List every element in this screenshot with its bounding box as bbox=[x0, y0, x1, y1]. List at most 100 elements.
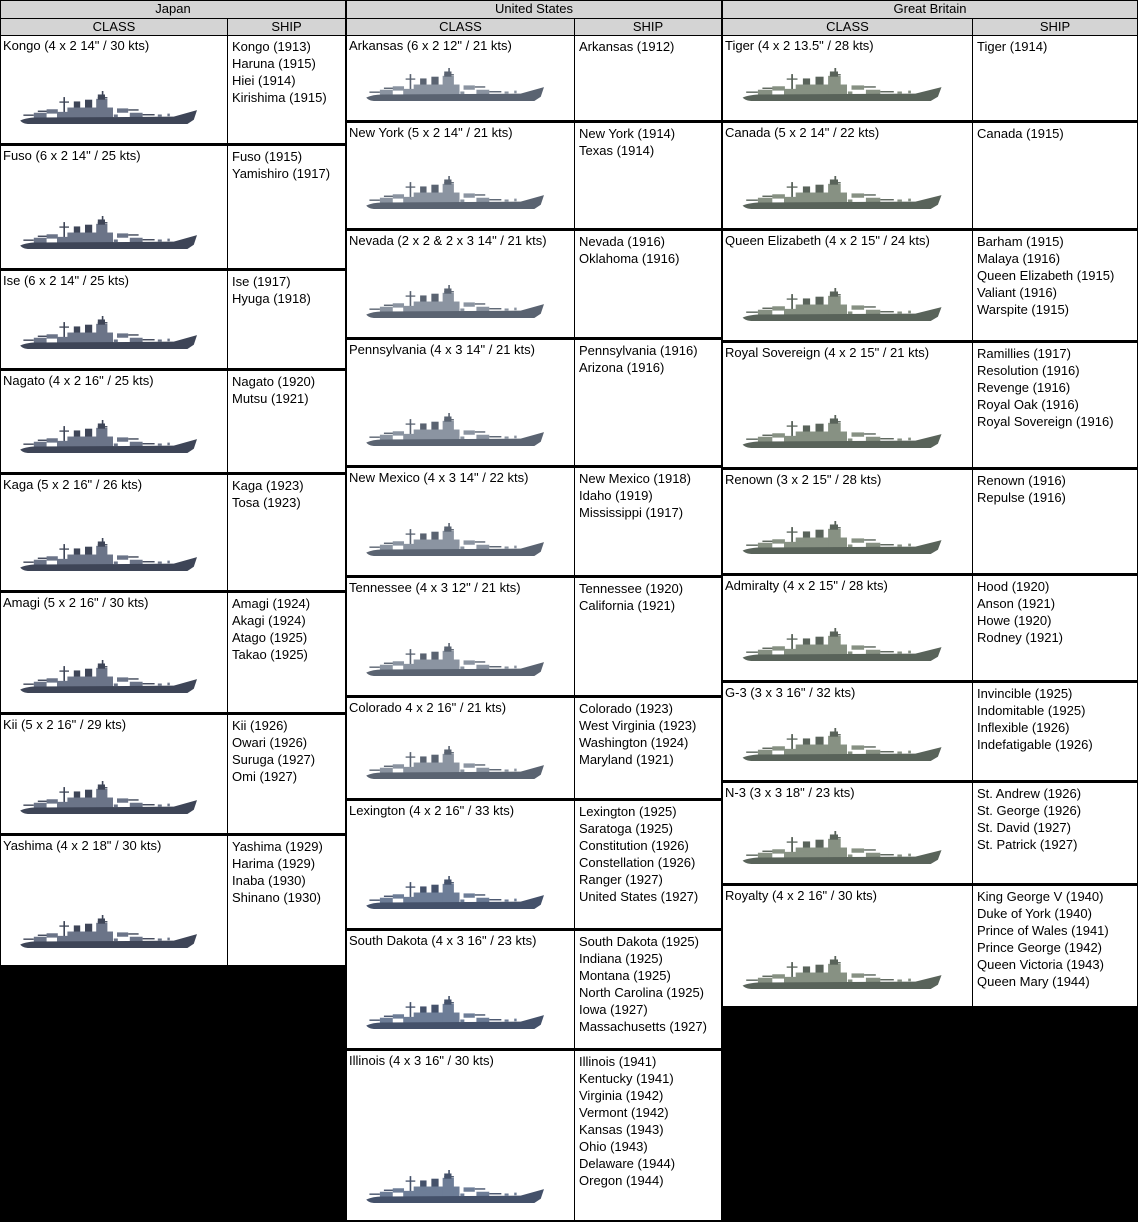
ship-silhouette bbox=[17, 420, 201, 460]
class-row: Tennessee (4 x 3 12" / 21 kts) Tennessee … bbox=[347, 578, 721, 698]
class-cell: Kaga (5 x 2 16" / 26 kts) bbox=[1, 475, 228, 590]
ship-list: Tennessee (1920) California (1921) bbox=[579, 581, 684, 613]
class-cell: Tiger (4 x 2 13.5" / 28 kts) bbox=[723, 36, 973, 120]
class-cell: Tennessee (4 x 3 12" / 21 kts) bbox=[347, 578, 575, 695]
class-cell: Fuso (6 x 2 14" / 25 kts) bbox=[1, 146, 228, 268]
class-label: Ise (6 x 2 14" / 25 kts) bbox=[3, 273, 130, 288]
ship-silhouette bbox=[739, 628, 946, 668]
ship-column-header: SHIP bbox=[271, 19, 302, 34]
ship-list: Barham (1915) Malaya (1916) Queen Elizab… bbox=[977, 234, 1115, 317]
ship-list: New York (1914) Texas (1914) bbox=[579, 126, 676, 158]
ship-silhouette bbox=[363, 523, 548, 563]
class-row: Royalty (4 x 2 16" / 30 kts) King George … bbox=[723, 886, 1137, 1008]
class-label: Pennsylvania (4 x 3 14" / 21 kts) bbox=[349, 342, 535, 357]
class-row: Ise (6 x 2 14" / 25 kts) Ise (1917) Hyuga… bbox=[1, 271, 345, 371]
class-cell: South Dakota (4 x 3 16" / 23 kts) bbox=[347, 931, 575, 1048]
ship-silhouette bbox=[17, 316, 201, 356]
ship-silhouette bbox=[739, 68, 946, 108]
class-row: Arkansas (6 x 2 12" / 21 kts) Arkansas (1… bbox=[347, 36, 721, 123]
class-cell: Queen Elizabeth (4 x 2 15" / 24 kts) bbox=[723, 231, 973, 340]
class-row: Illinois (4 x 3 16" / 30 kts) Illinois (1… bbox=[347, 1051, 721, 1222]
country-header-united-states: United States bbox=[347, 1, 721, 19]
class-row: Nagato (4 x 2 16" / 25 kts) Nagato (1920)… bbox=[1, 371, 345, 475]
ship-silhouette bbox=[739, 728, 946, 768]
ship-list: Illinois (1941) Kentucky (1941) Virginia… bbox=[579, 1054, 676, 1188]
class-cell: Canada (5 x 2 14" / 22 kts) bbox=[723, 123, 973, 228]
ship-silhouette bbox=[739, 521, 946, 561]
ship-silhouette bbox=[363, 176, 548, 216]
ship-silhouette bbox=[739, 415, 946, 455]
class-label: Kaga (5 x 2 16" / 26 kts) bbox=[3, 477, 143, 492]
class-label: Arkansas (6 x 2 12" / 21 kts) bbox=[349, 38, 512, 53]
ship-list: Nagato (1920) Mutsu (1921) bbox=[232, 374, 316, 406]
class-label: Yashima (4 x 2 18" / 30 kts) bbox=[3, 838, 162, 853]
class-cell: Royalty (4 x 2 16" / 30 kts) bbox=[723, 886, 973, 1008]
class-label: Canada (5 x 2 14" / 22 kts) bbox=[725, 125, 880, 140]
class-column-header: CLASS bbox=[1, 19, 228, 35]
ship-list: King George V (1940) Duke of York (1940)… bbox=[977, 889, 1109, 989]
class-row: G-3 (3 x 3 16" / 32 kts) Invincible (1925… bbox=[723, 683, 1137, 783]
class-row: Renown (3 x 2 15" / 28 kts) Renown (1916)… bbox=[723, 470, 1137, 576]
ship-list: Ise (1917) Hyuga (1918) bbox=[232, 274, 311, 306]
class-cell: Kongo (4 x 2 14" / 30 kts) bbox=[1, 36, 228, 143]
class-cell: Yashima (4 x 2 18" / 30 kts) bbox=[1, 836, 228, 967]
ship-silhouette bbox=[363, 285, 548, 325]
class-cell: Colorado 4 x 2 16" / 21 kts) bbox=[347, 698, 575, 798]
battleship-table-great-britain: Great Britain CLASS SHIP Tiger (4 x 2 13.5"… bbox=[722, 0, 1138, 1008]
class-label: New York (5 x 2 14" / 21 kts) bbox=[349, 125, 513, 140]
ship-list: Pennsylvania (1916) Arizona (1916) bbox=[579, 343, 698, 375]
ship-list: Kongo (1913) Haruna (1915) Hiei (1914) K… bbox=[232, 39, 327, 105]
country-header-great-britain: Great Britain bbox=[723, 1, 1137, 19]
class-cell: Kii (5 x 2 16" / 29 kts) bbox=[1, 715, 228, 833]
class-label: Queen Elizabeth (4 x 2 15" / 24 kts) bbox=[725, 233, 930, 248]
ship-list: Hood (1920) Anson (1921) Howe (1920) Rod… bbox=[977, 579, 1063, 645]
class-label: Lexington (4 x 2 16" / 33 kts) bbox=[349, 803, 515, 818]
class-label: South Dakota (4 x 3 16" / 23 kts) bbox=[349, 933, 537, 948]
ship-silhouette bbox=[363, 643, 548, 683]
class-row: New York (5 x 2 14" / 21 kts) New York (1… bbox=[347, 123, 721, 231]
ship-silhouette bbox=[363, 746, 548, 786]
class-label: G-3 (3 x 3 16" / 32 kts) bbox=[725, 685, 856, 700]
class-label: Fuso (6 x 2 14" / 25 kts) bbox=[3, 148, 141, 163]
ship-silhouette bbox=[363, 996, 548, 1036]
class-row: Tiger (4 x 2 13.5" / 28 kts) Tiger (1914) bbox=[723, 36, 1137, 123]
class-row: Royal Sovereign (4 x 2 15" / 21 kts) Rami… bbox=[723, 343, 1137, 470]
class-label: Admiralty (4 x 2 15" / 28 kts) bbox=[725, 578, 888, 593]
ship-list: Arkansas (1912) bbox=[579, 39, 675, 54]
class-row: Amagi (5 x 2 16" / 30 kts) Amagi (1924) A… bbox=[1, 593, 345, 715]
class-label: Tennessee (4 x 3 12" / 21 kts) bbox=[349, 580, 521, 595]
ship-list: Invincible (1925) Indomitable (1925) Inf… bbox=[977, 686, 1093, 752]
battleship-table-japan: Japan CLASS SHIP Kongo (4 x 2 14" / 30 kts)… bbox=[0, 0, 346, 967]
ship-list: Renown (1916) Repulse (1916) bbox=[977, 473, 1066, 505]
class-label: Tiger (4 x 2 13.5" / 28 kts) bbox=[725, 38, 874, 53]
ship-list: St. Andrew (1926) St. George (1926) St. … bbox=[977, 786, 1082, 852]
class-cell: Nagato (4 x 2 16" / 25 kts) bbox=[1, 371, 228, 472]
class-row: Kaga (5 x 2 16" / 26 kts) Kaga (1923) Tos… bbox=[1, 475, 345, 593]
battleship-table-united-states: United States CLASS SHIP Arkansas (6 x 2 12… bbox=[346, 0, 722, 1222]
class-column-header: CLASS bbox=[723, 19, 973, 35]
class-column-header: CLASS bbox=[347, 19, 575, 35]
class-row: Queen Elizabeth (4 x 2 15" / 24 kts) Barh… bbox=[723, 231, 1137, 343]
ship-list: Ramillies (1917) Resolution (1916) Reven… bbox=[977, 346, 1114, 429]
ship-list: Canada (1915) bbox=[977, 126, 1064, 141]
ship-list: Kaga (1923) Tosa (1923) bbox=[232, 478, 304, 510]
ship-list: Lexington (1925) Saratoga (1925) Constit… bbox=[579, 804, 699, 904]
ship-silhouette bbox=[739, 956, 946, 996]
ship-column-header: SHIP bbox=[1039, 19, 1071, 34]
class-label: New Mexico (4 x 3 14" / 22 kts) bbox=[349, 470, 529, 485]
ship-silhouette bbox=[17, 91, 201, 131]
class-label: Colorado 4 x 2 16" / 21 kts) bbox=[349, 700, 507, 715]
column-headers: CLASS SHIP bbox=[347, 19, 721, 36]
class-label: Kongo (4 x 2 14" / 30 kts) bbox=[3, 38, 150, 53]
ship-silhouette bbox=[363, 1170, 548, 1210]
ship-silhouette bbox=[363, 876, 548, 916]
class-row: New Mexico (4 x 3 14" / 22 kts) New Mexic… bbox=[347, 468, 721, 578]
class-cell: New Mexico (4 x 3 14" / 22 kts) bbox=[347, 468, 575, 575]
column-headers: CLASS SHIP bbox=[723, 19, 1137, 36]
class-row: Canada (5 x 2 14" / 22 kts) Canada (1915) bbox=[723, 123, 1137, 231]
class-label: N-3 (3 x 3 18" / 23 kts) bbox=[725, 785, 855, 800]
ship-column-header: SHIP bbox=[632, 19, 664, 34]
ship-silhouette bbox=[363, 413, 548, 453]
class-row: Yashima (4 x 2 18" / 30 kts) Yashima (192… bbox=[1, 836, 345, 967]
class-cell: Ise (6 x 2 14" / 25 kts) bbox=[1, 271, 228, 368]
